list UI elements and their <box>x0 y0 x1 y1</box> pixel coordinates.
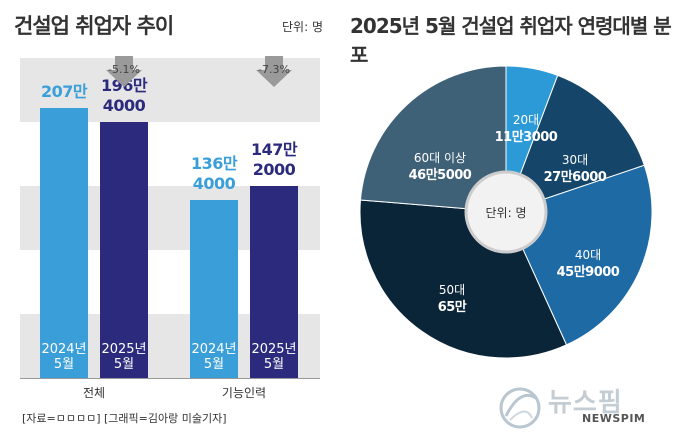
category-label: 전체 <box>82 386 106 400</box>
pie-slice-label: 30대 27만6000 <box>543 153 607 185</box>
decrease-arrow-icon <box>106 56 142 87</box>
newspim-logo-icon <box>499 387 541 429</box>
source-credit: [자료=ㅁㅁㅁㅁ] [그래픽=김아랑 미술기자] <box>22 412 227 425</box>
pie-slice-1 <box>505 74 645 213</box>
bar-date-label: 2024년 5월 <box>41 342 87 372</box>
pie-slice-label: 40대 45만9000 <box>556 248 620 280</box>
pie-slice-4 <box>360 65 507 213</box>
bar-date-label: 2025년 5월 <box>101 342 147 372</box>
pie-slice-label: 60대 이상 46만5000 <box>408 151 472 183</box>
bar-0-1 <box>100 121 148 378</box>
change-label: -7.3% <box>258 63 290 76</box>
left-chart-title: 건설업 취업자 추이 <box>14 14 174 38</box>
bar-value-label: 136만 4000 <box>190 154 238 194</box>
pie-slice-label: 50대 65만 <box>437 283 467 315</box>
bar-value-label: 147만 2000 <box>250 140 298 179</box>
logo-brand: 뉴스핌 <box>548 388 623 418</box>
decrease-arrow-icon <box>256 56 292 87</box>
bar-value-label: 207만 <box>40 82 88 101</box>
bar-date-label: 2024년 5월 <box>191 342 237 372</box>
pie-center <box>464 170 548 254</box>
right-chart-title: 2025년 5월 건설업 취업자 연령대별 분포 <box>350 14 672 67</box>
change-label: -5.1% <box>108 63 140 76</box>
category-label: 기능인력 <box>221 386 267 400</box>
bar-date-label: 2025년 5월 <box>251 342 297 372</box>
bar-chart: 207만2024년5월196만40002025년5월전체-5.1%136만400… <box>40 56 298 400</box>
x-axis-line <box>20 378 320 379</box>
bar-1-0 <box>190 200 238 378</box>
pie-slice-label: 20대 11만3000 <box>494 113 558 145</box>
left-chart-unit: 단위: 명 <box>282 20 323 34</box>
pie-center-unit: 단위: 명 <box>486 206 527 220</box>
bar-0-0 <box>40 108 88 378</box>
logo-sub: NEWSPIM <box>582 412 646 425</box>
pie-chart: 단위: 명 <box>360 65 653 359</box>
bar-1-1 <box>250 186 298 378</box>
pie-labels: 20대 11만3000 30대 27만6000 40대 45만9000 50대 65만 60대 … <box>360 62 660 392</box>
